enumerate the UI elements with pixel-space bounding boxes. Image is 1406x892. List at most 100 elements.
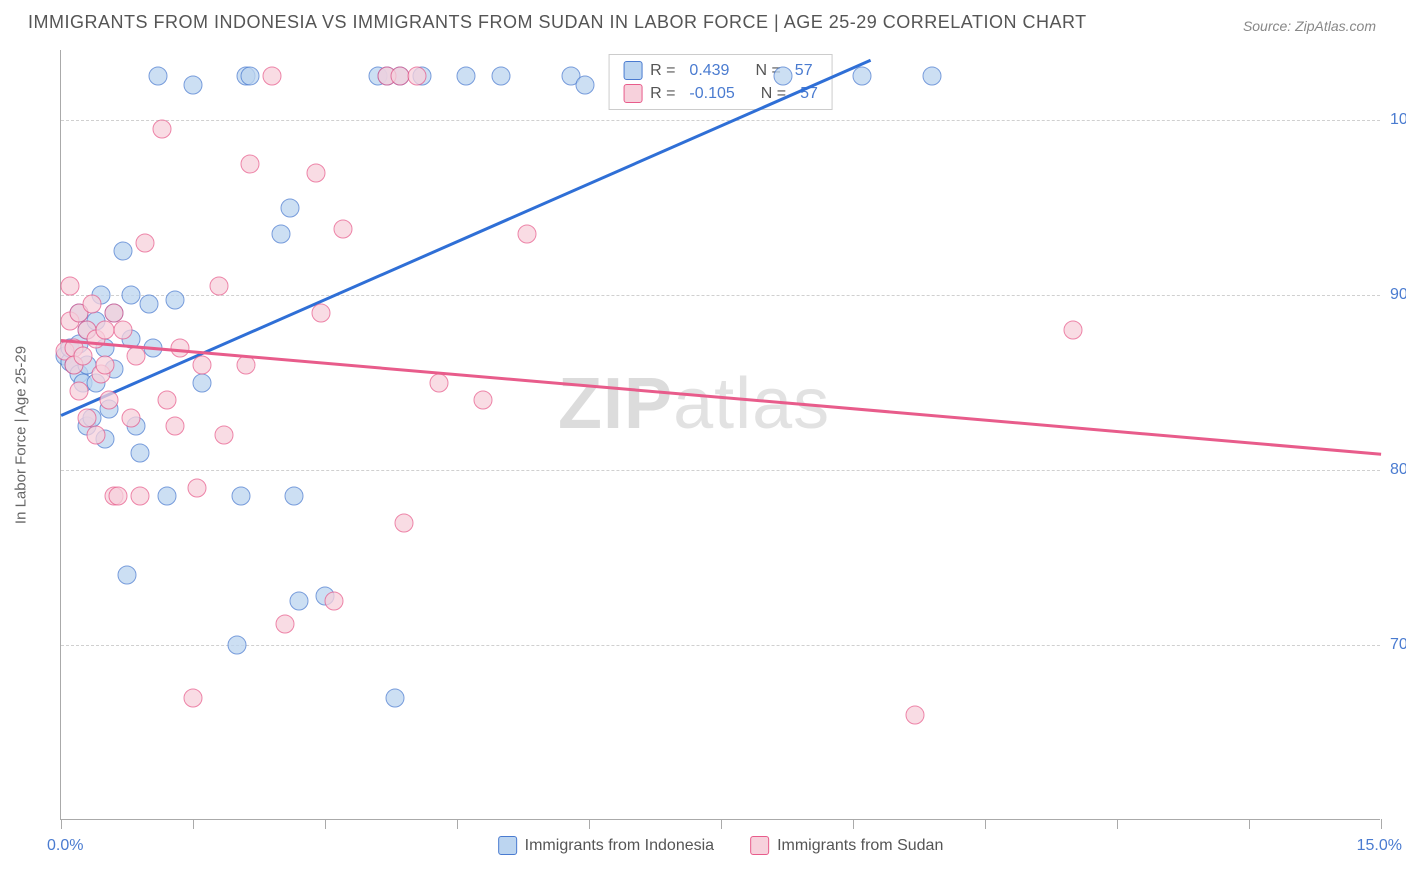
data-point xyxy=(311,303,330,322)
y-tick-label: 90.0% xyxy=(1390,286,1406,304)
data-point xyxy=(228,636,247,655)
data-point xyxy=(236,356,255,375)
legend-label: Immigrants from Sudan xyxy=(777,837,943,855)
data-point xyxy=(474,391,493,410)
data-point xyxy=(263,67,282,86)
data-point xyxy=(157,487,176,506)
y-tick-label: 80.0% xyxy=(1390,461,1406,479)
stats-row: R = -0.105 N = 57 xyxy=(609,82,832,105)
data-point xyxy=(773,67,792,86)
data-point xyxy=(324,592,343,611)
data-point xyxy=(923,67,942,86)
data-point xyxy=(157,391,176,410)
data-point xyxy=(492,67,511,86)
gridline xyxy=(61,120,1380,121)
data-point xyxy=(166,417,185,436)
x-tick xyxy=(1117,819,1118,829)
legend-item: Immigrants from Sudan xyxy=(750,836,943,855)
gridline xyxy=(61,470,1380,471)
data-point xyxy=(188,478,207,497)
data-point xyxy=(140,294,159,313)
data-point xyxy=(60,277,79,296)
data-point xyxy=(518,224,537,243)
data-point xyxy=(395,513,414,532)
data-point xyxy=(1064,321,1083,340)
swatch-icon xyxy=(623,84,642,103)
x-tick xyxy=(721,819,722,829)
data-point xyxy=(122,408,141,427)
x-tick xyxy=(193,819,194,829)
data-point xyxy=(148,67,167,86)
correlation-stats-box: R = 0.439 N = 57 R = -0.105 N = 57 xyxy=(608,54,833,110)
x-tick xyxy=(1249,819,1250,829)
data-point xyxy=(109,487,128,506)
trend-line xyxy=(60,59,871,417)
data-point xyxy=(575,76,594,95)
data-point xyxy=(430,373,449,392)
data-point xyxy=(232,487,251,506)
gridline xyxy=(61,295,1380,296)
data-point xyxy=(272,224,291,243)
swatch-icon xyxy=(623,61,642,80)
data-point xyxy=(153,119,172,138)
data-point xyxy=(214,426,233,445)
data-point xyxy=(104,303,123,322)
source-attribution: Source: ZipAtlas.com xyxy=(1243,18,1376,34)
x-tick xyxy=(325,819,326,829)
data-point xyxy=(82,294,101,313)
data-point xyxy=(131,487,150,506)
swatch-icon xyxy=(750,836,769,855)
data-point xyxy=(69,382,88,401)
data-point xyxy=(78,408,97,427)
data-point xyxy=(74,347,93,366)
data-point xyxy=(192,356,211,375)
y-axis-label: In Labor Force | Age 25-29 xyxy=(13,345,30,523)
data-point xyxy=(241,154,260,173)
data-point xyxy=(122,286,141,305)
data-point xyxy=(170,338,189,357)
legend-label: Immigrants from Indonesia xyxy=(525,837,714,855)
data-point xyxy=(166,291,185,310)
data-point xyxy=(113,321,132,340)
data-point xyxy=(386,688,405,707)
trend-line xyxy=(61,339,1381,455)
x-tick xyxy=(61,819,62,829)
swatch-icon xyxy=(498,836,517,855)
data-point xyxy=(210,277,229,296)
data-point xyxy=(852,67,871,86)
data-point xyxy=(184,688,203,707)
x-tick xyxy=(985,819,986,829)
data-point xyxy=(390,67,409,86)
x-axis-max-label: 15.0% xyxy=(1357,837,1402,855)
data-point xyxy=(905,706,924,725)
data-point xyxy=(289,592,308,611)
data-point xyxy=(241,67,260,86)
chart-title: IMMIGRANTS FROM INDONESIA VS IMMIGRANTS … xyxy=(28,12,1087,33)
y-tick-label: 100.0% xyxy=(1390,111,1406,129)
gridline xyxy=(61,645,1380,646)
data-point xyxy=(118,566,137,585)
legend-item: Immigrants from Indonesia xyxy=(498,836,714,855)
data-point xyxy=(126,347,145,366)
x-tick xyxy=(1381,819,1382,829)
data-point xyxy=(100,391,119,410)
data-point xyxy=(96,356,115,375)
data-point xyxy=(276,615,295,634)
data-point xyxy=(113,242,132,261)
x-tick xyxy=(457,819,458,829)
data-point xyxy=(280,198,299,217)
data-point xyxy=(285,487,304,506)
data-point xyxy=(408,67,427,86)
scatter-plot-area: In Labor Force | Age 25-29 ZIPatlas 0.0%… xyxy=(60,50,1380,820)
data-point xyxy=(135,233,154,252)
data-point xyxy=(456,67,475,86)
data-point xyxy=(184,76,203,95)
data-point xyxy=(333,219,352,238)
data-point xyxy=(96,321,115,340)
x-tick xyxy=(853,819,854,829)
chart-legend: Immigrants from Indonesia Immigrants fro… xyxy=(498,836,944,855)
x-axis-min-label: 0.0% xyxy=(47,837,83,855)
x-tick xyxy=(589,819,590,829)
data-point xyxy=(307,163,326,182)
data-point xyxy=(192,373,211,392)
